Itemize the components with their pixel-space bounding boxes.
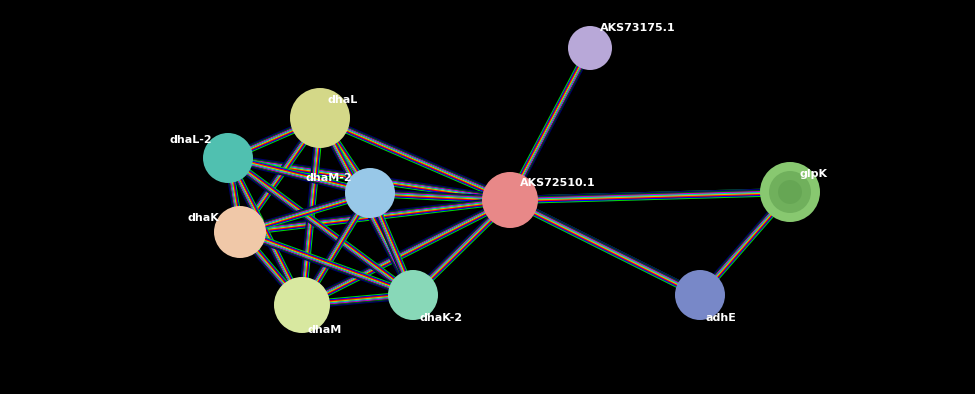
Text: dhaK: dhaK	[188, 213, 219, 223]
Circle shape	[388, 270, 438, 320]
Circle shape	[482, 172, 538, 228]
Circle shape	[290, 88, 350, 148]
Circle shape	[214, 206, 266, 258]
Circle shape	[675, 270, 725, 320]
Text: glpK: glpK	[800, 169, 828, 179]
Circle shape	[203, 133, 253, 183]
Text: AKS72510.1: AKS72510.1	[520, 178, 596, 188]
Circle shape	[769, 171, 811, 213]
Circle shape	[778, 180, 802, 204]
Text: dhaM: dhaM	[308, 325, 342, 335]
Circle shape	[274, 277, 330, 333]
Text: dhaM-2: dhaM-2	[305, 173, 352, 183]
Text: dhaL: dhaL	[328, 95, 358, 105]
Text: adhE: adhE	[706, 313, 737, 323]
Circle shape	[760, 162, 820, 222]
Text: dhaL-2: dhaL-2	[170, 135, 213, 145]
Text: dhaK-2: dhaK-2	[420, 313, 463, 323]
Circle shape	[345, 168, 395, 218]
Circle shape	[568, 26, 612, 70]
Text: AKS73175.1: AKS73175.1	[600, 23, 676, 33]
